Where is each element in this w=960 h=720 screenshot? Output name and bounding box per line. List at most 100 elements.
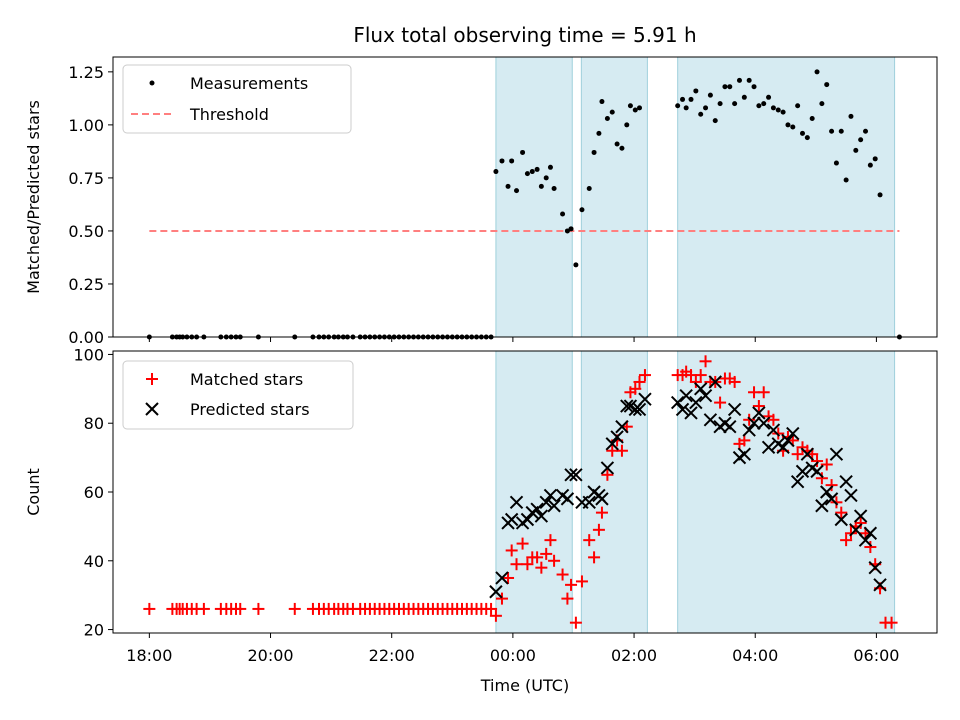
legend-threshold-label: Threshold — [189, 105, 269, 124]
predicted-star-point — [509, 495, 524, 510]
predicted-star-point — [530, 502, 544, 516]
predicted-star-point — [504, 512, 519, 527]
predicted-star-point — [632, 402, 647, 417]
predicted-star-point — [595, 492, 609, 506]
measurement-point — [568, 226, 574, 232]
measurement-point — [761, 101, 767, 107]
predicted-star-point — [742, 423, 756, 437]
measurement-point — [829, 128, 835, 134]
measurement-point — [624, 122, 630, 128]
top-legend-box — [122, 64, 352, 134]
matched-star-point — [689, 375, 702, 388]
predicted-star-point — [495, 571, 509, 585]
measurement-point — [632, 107, 638, 113]
predicted-star-point — [800, 447, 815, 461]
y-tick-label: 0.50 — [68, 222, 104, 241]
bottom-x-ticks: 18:00 20:00 22:00 00:00 02:00 04:00 06:00 — [126, 633, 899, 665]
y-tick-label: 0.00 — [68, 328, 104, 347]
bottom-y-ticks: 20 40 60 80 100 — [73, 345, 113, 640]
matched-star-point — [820, 458, 833, 471]
measurement-point — [520, 149, 526, 155]
matched-star-point — [638, 369, 651, 382]
predicted-star-point — [564, 468, 578, 482]
matched-star-point — [531, 551, 544, 564]
x-tick-label: 20:00 — [247, 646, 293, 665]
x-tick-label: 02:00 — [611, 646, 657, 665]
measurement-point — [712, 118, 718, 124]
measurement-point — [596, 130, 602, 136]
predicted-star-point — [747, 416, 761, 430]
predicted-star-point — [539, 495, 553, 510]
measurement-point — [741, 94, 747, 100]
measurement-point — [627, 103, 633, 109]
matched-star-point — [601, 468, 614, 481]
matched-star-point — [840, 534, 853, 547]
measurement-point — [543, 175, 549, 181]
measurement-point — [775, 107, 781, 113]
predicted-star-point — [693, 382, 708, 396]
matched-star-point — [791, 448, 804, 461]
legend-matched-label: Matched stars — [190, 370, 303, 389]
matched-star-point — [811, 455, 824, 468]
measurement-point — [785, 122, 791, 128]
y-tick-label: 100 — [73, 345, 104, 364]
legend-predicted-label: Predicted stars — [190, 400, 310, 419]
matched-star-point — [489, 609, 502, 622]
measurement-point — [683, 105, 689, 111]
predicted-star-point — [849, 523, 863, 537]
matched-star-point — [699, 355, 712, 368]
predicted-star-point — [620, 399, 634, 413]
measurement-point — [717, 101, 723, 107]
predicted-star-point — [569, 468, 583, 482]
predicted-star-point — [698, 389, 713, 403]
matched-stars-points — [143, 355, 898, 629]
measurement-point — [680, 96, 686, 102]
measurement-point — [824, 82, 830, 88]
measurement-point — [675, 103, 681, 109]
matched-star-point — [544, 534, 557, 547]
predicted-star-point — [727, 402, 742, 417]
measurement-point — [698, 111, 704, 117]
predicted-star-point — [752, 406, 766, 420]
matched-star-point — [757, 386, 770, 399]
x-tick-label: 22:00 — [369, 646, 415, 665]
measurement-point — [756, 103, 762, 109]
measurement-point — [770, 105, 776, 111]
matched-star-point — [714, 396, 727, 409]
legend-matched-marker — [146, 373, 158, 385]
measurement-point — [848, 113, 854, 119]
matched-star-point — [485, 602, 498, 615]
predicted-star-point — [703, 413, 718, 427]
measurement-point — [746, 77, 752, 83]
predicted-star-point — [834, 512, 848, 527]
predicted-star-point — [868, 560, 882, 575]
measurement-point — [514, 188, 520, 194]
bottom-legend-box — [122, 360, 354, 430]
x-tick-label: 06:00 — [853, 646, 899, 665]
matched-star-point — [825, 479, 838, 492]
predicted-star-point — [547, 499, 561, 513]
predicted-star-point — [543, 488, 558, 503]
measurement-point — [867, 162, 873, 168]
matched-star-point — [738, 434, 751, 447]
predicted-star-point — [600, 461, 615, 475]
measurement-point — [877, 192, 883, 198]
measurement-point — [509, 158, 515, 164]
matched-star-point — [767, 413, 780, 426]
bottom-y-axis-label: Count — [24, 468, 43, 516]
measurement-point — [707, 92, 713, 98]
predicted-star-point — [610, 430, 624, 444]
matched-star-point — [495, 592, 508, 605]
predicted-star-point — [810, 464, 824, 479]
predicted-star-point — [839, 474, 853, 489]
predicted-star-point — [795, 464, 810, 479]
predicted-star-point — [638, 392, 652, 406]
chart-title: Flux total observing time = 5.91 h — [353, 23, 696, 47]
matched-star-point — [234, 602, 247, 615]
measurement-point — [505, 183, 511, 189]
matched-star-point — [854, 516, 867, 529]
measurement-point — [637, 105, 643, 111]
y-tick-label: 20 — [84, 621, 104, 640]
measurement-point — [833, 160, 839, 166]
